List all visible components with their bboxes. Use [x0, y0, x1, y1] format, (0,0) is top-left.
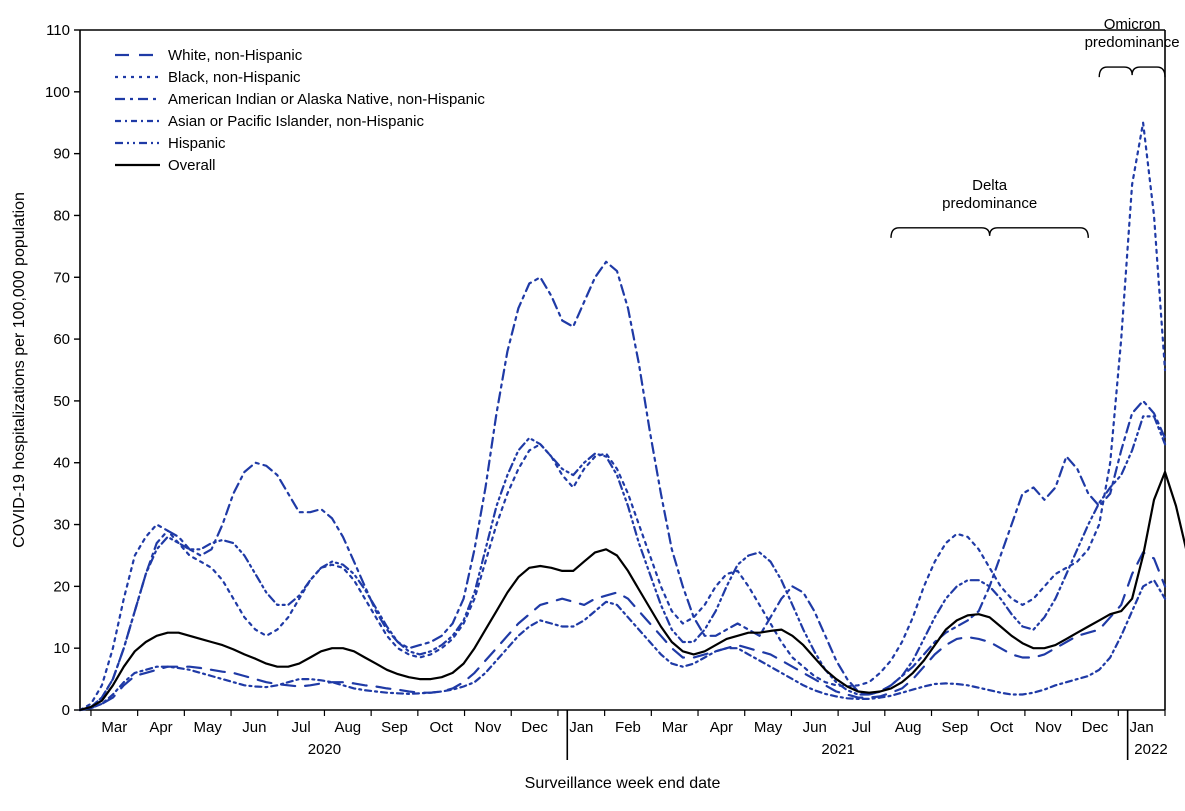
annotation-label: predominance: [1085, 34, 1180, 51]
x-tick-label: Mar: [101, 719, 127, 736]
annotation-label: Omicron: [1104, 16, 1161, 33]
x-tick-label: Nov: [475, 719, 502, 736]
y-tick-label: 80: [53, 207, 70, 224]
x-tick-label: Jan: [1130, 719, 1154, 736]
y-tick-label: 100: [45, 84, 70, 101]
x-tick-label: Jul: [852, 719, 871, 736]
annotation-label: predominance: [942, 195, 1037, 212]
x-tick-label: Jan: [569, 719, 593, 736]
x-axis-label: Surveillance week end date: [525, 775, 721, 792]
x-tick-label: Apr: [149, 719, 172, 736]
x-tick-label: Dec: [1082, 719, 1109, 736]
y-tick-label: 30: [53, 517, 70, 534]
x-tick-label: Nov: [1035, 719, 1062, 736]
x-tick-label: Jul: [292, 719, 311, 736]
x-tick-label: Sep: [381, 719, 408, 736]
legend-label: Asian or Pacific Islander, non-Hispanic: [168, 113, 424, 130]
x-tick-label: Dec: [521, 719, 548, 736]
x-tick-label: Oct: [430, 719, 454, 736]
y-tick-label: 50: [53, 393, 70, 410]
legend-label: Overall: [168, 157, 216, 174]
y-tick-label: 40: [53, 455, 70, 472]
x-tick-label: Jun: [242, 719, 266, 736]
y-tick-label: 10: [53, 640, 70, 657]
x-tick-label: Jun: [803, 719, 827, 736]
x-tick-label: Apr: [710, 719, 733, 736]
x-year-label: 2021: [821, 741, 854, 758]
chart-container: 0 10 20 30 40 50 60 70 80 90 100 110 Mar Apr May Jun Jul…: [0, 0, 1185, 811]
y-tick-label: 20: [53, 578, 70, 595]
annotation-label: Delta: [972, 177, 1008, 194]
legend-label: American Indian or Alaska Native, non-Hi…: [168, 91, 485, 108]
x-tick-label: Sep: [942, 719, 969, 736]
y-tick-label: 60: [53, 331, 70, 348]
y-tick-label: 0: [62, 702, 70, 719]
x-tick-label: Aug: [334, 719, 361, 736]
x-tick-label: Oct: [990, 719, 1014, 736]
x-tick-label: Mar: [662, 719, 688, 736]
x-year-label: 2022: [1134, 741, 1167, 758]
legend-label: Black, non-Hispanic: [168, 69, 301, 86]
x-tick-label: Aug: [895, 719, 922, 736]
y-tick-label: 110: [46, 22, 70, 39]
x-tick-label: Feb: [615, 719, 641, 736]
y-axis-label: COVID-19 hospitalizations per 100,000 po…: [11, 192, 28, 548]
x-tick-label: May: [754, 719, 783, 736]
legend-label: Hispanic: [168, 135, 226, 152]
x-tick-label: May: [194, 719, 223, 736]
line-chart: 0 10 20 30 40 50 60 70 80 90 100 110 Mar Apr May Jun Jul…: [0, 0, 1185, 811]
legend-label: White, non-Hispanic: [168, 47, 303, 64]
y-tick-label: 70: [53, 269, 70, 286]
x-year-label: 2020: [308, 741, 341, 758]
y-tick-label: 90: [53, 146, 70, 163]
